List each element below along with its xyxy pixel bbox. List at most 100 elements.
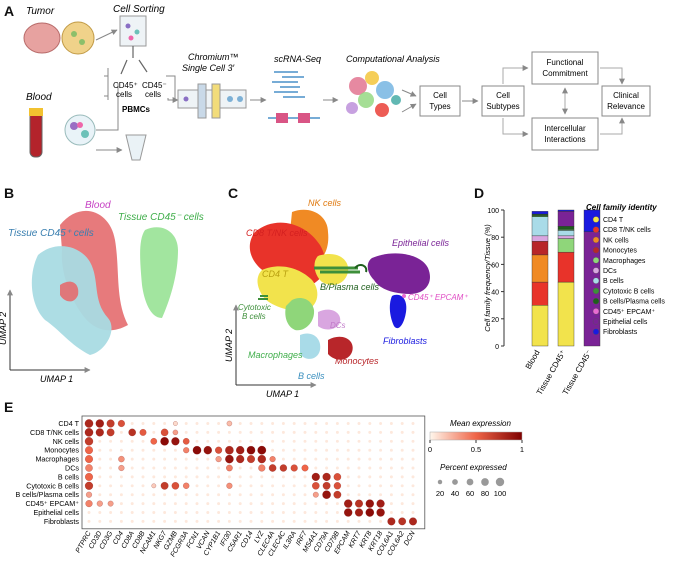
dot bbox=[368, 519, 372, 523]
size-dot bbox=[437, 479, 443, 485]
dot bbox=[312, 482, 320, 490]
dot bbox=[173, 457, 177, 461]
dot bbox=[400, 475, 404, 479]
bar-segment bbox=[531, 281, 549, 306]
dot bbox=[173, 421, 178, 426]
dot bbox=[357, 466, 361, 470]
functional-commitment-box bbox=[531, 51, 599, 85]
dot bbox=[206, 457, 210, 461]
dot bbox=[227, 511, 231, 514]
dot bbox=[314, 466, 318, 470]
dot bbox=[109, 466, 113, 470]
dot bbox=[195, 457, 199, 461]
dot bbox=[271, 475, 275, 479]
dot bbox=[303, 519, 307, 523]
dot bbox=[217, 484, 221, 488]
dot bbox=[400, 502, 404, 506]
row-label: Cytotoxic B cells bbox=[26, 481, 79, 490]
dot bbox=[227, 475, 231, 479]
dot bbox=[95, 428, 104, 437]
dot bbox=[98, 457, 102, 461]
dot bbox=[139, 429, 147, 436]
umap-thumbnail-icon bbox=[346, 71, 401, 117]
functional-label-1: Functional bbox=[547, 58, 584, 67]
row-label: Macrophages bbox=[35, 455, 79, 464]
cell-types-label-2: Types bbox=[429, 102, 450, 111]
size-legend: 20 40 60 80 100 bbox=[436, 477, 506, 498]
dot bbox=[119, 502, 123, 506]
dot bbox=[173, 502, 177, 506]
legend-swatch bbox=[592, 328, 600, 335]
bar-segment bbox=[557, 209, 575, 212]
bar-segment bbox=[531, 235, 549, 242]
dot bbox=[400, 422, 404, 425]
dot bbox=[258, 464, 266, 472]
dot bbox=[238, 422, 242, 425]
dot bbox=[141, 502, 145, 506]
legend-swatch bbox=[592, 226, 600, 233]
bar-segment bbox=[557, 211, 575, 227]
dot bbox=[357, 430, 361, 434]
dot bbox=[303, 493, 307, 497]
size-dot bbox=[481, 478, 489, 486]
y-tick-label: 20 bbox=[491, 317, 499, 324]
dot bbox=[271, 502, 275, 506]
dot bbox=[292, 493, 296, 497]
panel-label-c: C bbox=[228, 185, 238, 201]
dot bbox=[357, 448, 361, 452]
dot bbox=[217, 475, 221, 479]
bar-segment bbox=[557, 230, 575, 237]
dot bbox=[325, 430, 329, 434]
umap-b-blood-label: Blood bbox=[85, 200, 111, 211]
dot bbox=[335, 466, 339, 470]
dot bbox=[238, 430, 242, 434]
dot bbox=[292, 439, 296, 443]
dot bbox=[249, 430, 253, 434]
dot bbox=[238, 502, 242, 506]
dot bbox=[119, 511, 123, 514]
dot bbox=[357, 422, 361, 425]
dot bbox=[109, 475, 113, 479]
dot bbox=[389, 484, 393, 488]
legend-entry: CD8 T/NK cells bbox=[603, 227, 651, 234]
dot bbox=[357, 519, 361, 523]
dot bbox=[400, 484, 404, 488]
size-dot bbox=[452, 479, 458, 485]
dot bbox=[95, 419, 104, 428]
dot bbox=[195, 466, 199, 470]
row-label: NK cells bbox=[53, 437, 80, 446]
dot bbox=[368, 422, 372, 425]
dot bbox=[96, 500, 103, 507]
dot bbox=[98, 493, 102, 497]
legend-title: Cell family identity bbox=[586, 203, 657, 212]
dot bbox=[411, 511, 415, 514]
dot bbox=[411, 502, 415, 506]
size-dot bbox=[466, 478, 474, 486]
dot bbox=[172, 429, 179, 436]
dot bbox=[215, 446, 223, 454]
dot bbox=[376, 508, 385, 517]
dot bbox=[236, 455, 245, 464]
dot bbox=[206, 466, 210, 470]
dot bbox=[152, 448, 156, 452]
dot bbox=[84, 481, 94, 490]
dot bbox=[227, 493, 231, 497]
dot bbox=[150, 438, 158, 445]
dot bbox=[160, 437, 169, 446]
dot bbox=[173, 466, 177, 470]
dot bbox=[130, 466, 134, 470]
legend-entry: CD4 T bbox=[603, 217, 624, 224]
dot bbox=[238, 475, 242, 479]
dot bbox=[206, 430, 210, 434]
dot bbox=[130, 439, 134, 443]
sequencing-reads-icon bbox=[268, 71, 320, 123]
dot bbox=[152, 466, 156, 470]
dot bbox=[335, 422, 339, 425]
dot bbox=[335, 519, 339, 523]
legend-entry: Fibroblasts bbox=[603, 329, 638, 336]
dot bbox=[325, 457, 329, 461]
dot bbox=[217, 422, 221, 425]
dot bbox=[109, 511, 113, 514]
dot bbox=[109, 439, 113, 443]
